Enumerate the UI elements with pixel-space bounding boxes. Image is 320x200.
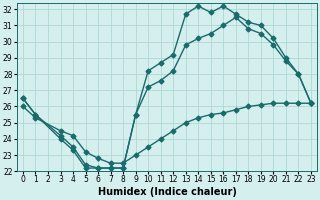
X-axis label: Humidex (Indice chaleur): Humidex (Indice chaleur) (98, 187, 236, 197)
